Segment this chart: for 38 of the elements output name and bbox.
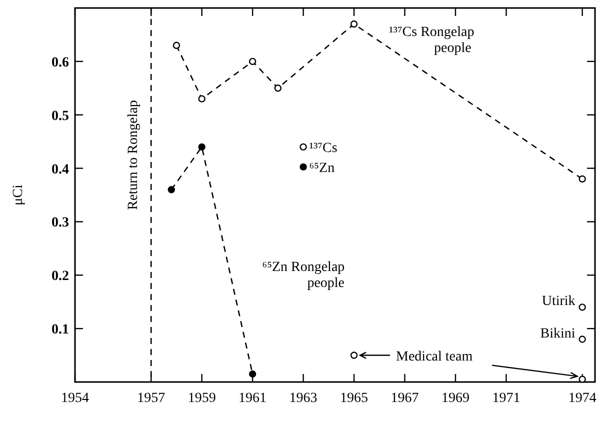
point	[578, 175, 586, 183]
y-axis-title: μCi	[11, 184, 26, 206]
point	[198, 95, 206, 102]
legend-label: Medical team	[396, 349, 473, 364]
x-tick-label: 1959	[188, 391, 216, 406]
y-tick-label: 0.2	[52, 269, 69, 284]
annotation: ¹³⁷Cs Rongelap people	[389, 25, 474, 56]
y-tick-label: 0.4	[52, 162, 69, 178]
point	[578, 304, 586, 311]
series-label: Bikini	[540, 326, 576, 342]
x-tick-label: 1965	[340, 391, 368, 406]
x-tick-label: 1961	[238, 391, 267, 406]
x-tick-label: 1957	[137, 391, 166, 406]
x-tick-label: 1969	[441, 391, 470, 406]
point	[248, 58, 256, 66]
point	[578, 376, 586, 383]
x-tick-label: 1954	[61, 391, 89, 406]
ref-line-label: Return to Rongelap	[126, 100, 142, 210]
legend-label: ⁶⁵Zn	[309, 160, 335, 176]
x-tick-label: 1967	[390, 391, 419, 406]
point	[198, 143, 206, 151]
legend-label: ¹³⁷Cs	[309, 140, 338, 156]
x-tick-label: 1971	[492, 391, 520, 406]
point	[172, 42, 180, 49]
x-tick-label: 1963	[289, 391, 318, 406]
y-tick-label: 0.3	[52, 216, 69, 231]
y-tick-label: 0.5	[52, 108, 69, 124]
y-tick-label: 0.6	[52, 55, 69, 70]
annotation: ⁶⁵Zn Rongelap people	[262, 260, 345, 292]
x-tick-label: 1974	[568, 391, 596, 406]
point	[248, 370, 256, 378]
point	[168, 186, 175, 194]
y-tick-label: 0.1	[52, 322, 69, 338]
point	[578, 336, 586, 343]
point	[350, 20, 358, 28]
point	[274, 84, 282, 92]
point	[350, 352, 358, 359]
series-label: Utirik	[542, 294, 576, 310]
